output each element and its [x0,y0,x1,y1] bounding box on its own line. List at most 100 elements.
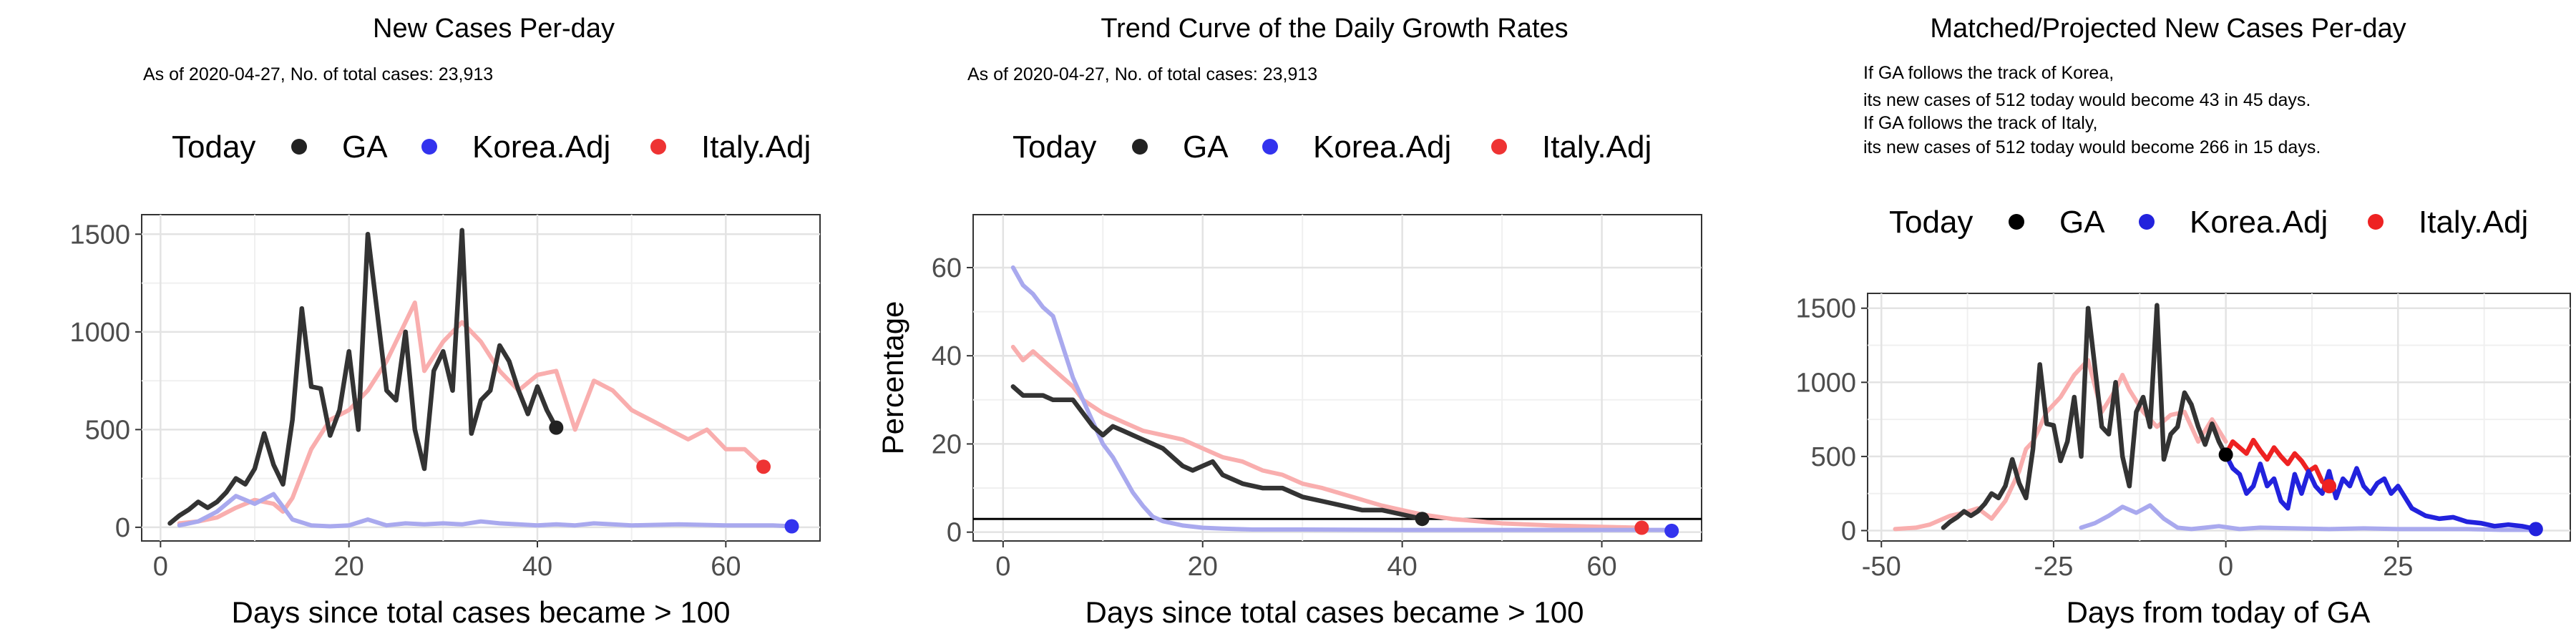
gridlines [142,215,820,541]
today-point-ga [549,420,564,435]
chart-subtitle-line: If GA follows the track of Italy, [1863,113,2097,133]
legend-label-korea: Korea.Adj [1313,130,1451,165]
x-tick-label: 40 [522,552,552,582]
x-axis-label: Days from today of GA [2067,595,2371,629]
y-tick-label: 1000 [69,318,130,348]
today-point-italy-adj [756,459,771,474]
chart-subtitle-line: its new cases of 512 today would become … [1863,90,2311,110]
series-lines [1893,303,2539,532]
today-point-ga [2218,447,2233,462]
chart-subtitle-line: If GA follows the track of Korea, [1863,63,2114,83]
plot-background [141,214,821,542]
x-tick-label: -25 [2034,552,2073,582]
x-tick-label: 40 [1387,552,1418,582]
legend-key-italy [650,139,666,155]
legend-label-ga: GA [2059,205,2105,240]
today-point-korea-adj [784,519,799,534]
x-tick-label: 60 [1586,552,1616,582]
today-point-korea-adj [2528,522,2543,537]
x-tick-label: 25 [2383,552,2413,582]
panel-matched-projected: Matched/Projected New Cases Per-day If G… [1795,14,2571,629]
legend-key-ga [1132,139,1148,155]
legend: Today GA Korea.Adj Italy.Adj [1889,205,2528,240]
x-tick-label: 0 [153,552,168,582]
today-point-italy-adj [1634,520,1649,535]
legend-label-italy: Italy.Adj [701,130,811,165]
x-tick-label: 0 [2218,552,2233,582]
y-tick-label: 500 [85,415,130,445]
y-tick-label: 1500 [69,220,130,250]
y-tick-label: 0 [947,518,962,548]
series-line-italy-adj [1010,344,1644,530]
y-tick-label: 1000 [1795,368,1856,398]
today-points [1415,512,1679,538]
legend: Today GA Korea.Adj Italy.Adj [1013,130,1652,165]
x-axis-ticks: 0 20 40 60 [995,541,1617,582]
series-line-korea-adj [1010,265,1674,532]
today-points [549,420,799,534]
panel-growth-rate-trend: Trend Curve of the Daily Growth Rates As… [876,14,1702,629]
legend-title: Today [172,130,255,165]
x-tick-label: 20 [1188,552,1218,582]
today-point-ga [1415,512,1430,527]
today-point-italy-adj [2322,479,2337,494]
y-axis-ticks: 0 500 1000 1500 [69,220,142,543]
legend-label-italy: Italy.Adj [2419,205,2528,240]
x-tick-label: 20 [334,552,364,582]
y-tick-label: 20 [932,429,962,459]
series-line-korea-adj [177,492,794,529]
y-tick-label: 60 [932,253,962,283]
chart-subtitle-line: As of 2020-04-27, No. of total cases: 23… [967,64,1317,84]
chart-subtitle-line: As of 2020-04-27, No. of total cases: 23… [143,64,493,84]
legend-key-ga [2009,214,2024,230]
x-axis-ticks: 0 20 40 60 [153,541,741,582]
y-axis-ticks: 0 500 1000 1500 [1795,294,1868,546]
legend-key-italy [2368,214,2384,230]
series-line-korea-adj [2223,452,2539,532]
legend-key-italy [1491,139,1507,155]
plot-background [1867,293,2571,542]
x-tick-label: -50 [1862,552,1901,582]
gridlines [973,215,1702,541]
legend-label-ga: GA [1183,130,1229,165]
series-line-ga [167,228,559,526]
series-line-ga [1941,303,2228,530]
series-line-italy-adj [177,300,766,526]
y-tick-label: 0 [1841,516,1856,546]
legend-key-korea [2139,214,2155,230]
legend-label-korea: Korea.Adj [472,130,610,165]
panel-new-cases-per-day: New Cases Per-day As of 2020-04-27, No. … [69,14,821,629]
x-axis-label: Days since total cases became > 100 [232,595,731,629]
legend-label-korea: Korea.Adj [2190,205,2328,240]
series-line-ga [1010,384,1425,522]
y-tick-label: 40 [932,341,962,371]
legend-key-korea [421,139,437,155]
chart-title: Matched/Projected New Cases Per-day [1930,14,2406,44]
today-points [2218,447,2543,537]
legend-title: Today [1013,130,1096,165]
legend-title: Today [1889,205,1973,240]
series-lines [973,265,1702,532]
x-tick-label: 60 [711,552,741,582]
y-tick-label: 0 [115,513,130,543]
chart-title: New Cases Per-day [373,14,615,44]
x-axis-label: Days since total cases became > 100 [1085,595,1584,629]
chart-subtitle-line: its new cases of 512 today would become … [1863,137,2321,157]
legend: Today GA Korea.Adj Italy.Adj [172,130,811,165]
chart-title: Trend Curve of the Daily Growth Rates [1101,14,1568,44]
series-line-korea-adj-past [2079,503,2538,532]
today-point-korea-adj [1664,523,1679,538]
x-axis-ticks: -50 -25 0 25 [1862,541,2413,582]
series-lines [167,228,794,529]
legend-key-korea [1262,139,1278,155]
series-line-italy-adj [2223,437,2332,489]
y-axis-ticks: 0 20 40 60 [932,253,973,548]
y-axis-label: Percentage [876,301,909,455]
legend-label-ga: GA [342,130,388,165]
y-tick-label: 500 [1811,442,1856,472]
legend-label-italy: Italy.Adj [1542,130,1652,165]
x-tick-label: 0 [995,552,1010,582]
legend-key-ga [291,139,307,155]
plot-background [972,214,1702,542]
